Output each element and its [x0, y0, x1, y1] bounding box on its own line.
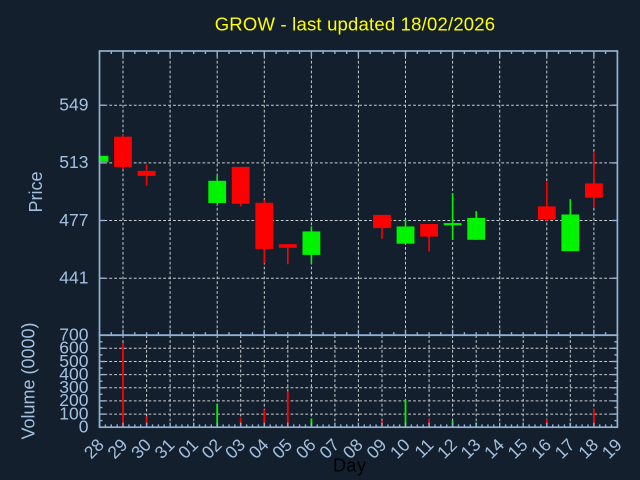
svg-text:Day: Day [333, 456, 367, 476]
svg-text:200: 200 [59, 390, 88, 410]
svg-text:300: 300 [59, 377, 88, 397]
svg-text:400: 400 [59, 364, 88, 384]
svg-text:100: 100 [59, 403, 88, 423]
svg-text:500: 500 [59, 351, 88, 371]
svg-text:441: 441 [59, 268, 88, 288]
svg-text:GROW - last updated 18/02/2026: GROW - last updated 18/02/2026 [215, 13, 496, 34]
svg-text:513: 513 [59, 152, 88, 172]
svg-text:549: 549 [59, 95, 88, 115]
svg-text:477: 477 [59, 210, 88, 230]
svg-text:600: 600 [59, 338, 88, 358]
svg-text:Price: Price [26, 171, 46, 212]
svg-text:Volume (0000): Volume (0000) [19, 322, 39, 439]
svg-text:700: 700 [59, 325, 88, 345]
svg-text:0: 0 [79, 417, 89, 437]
